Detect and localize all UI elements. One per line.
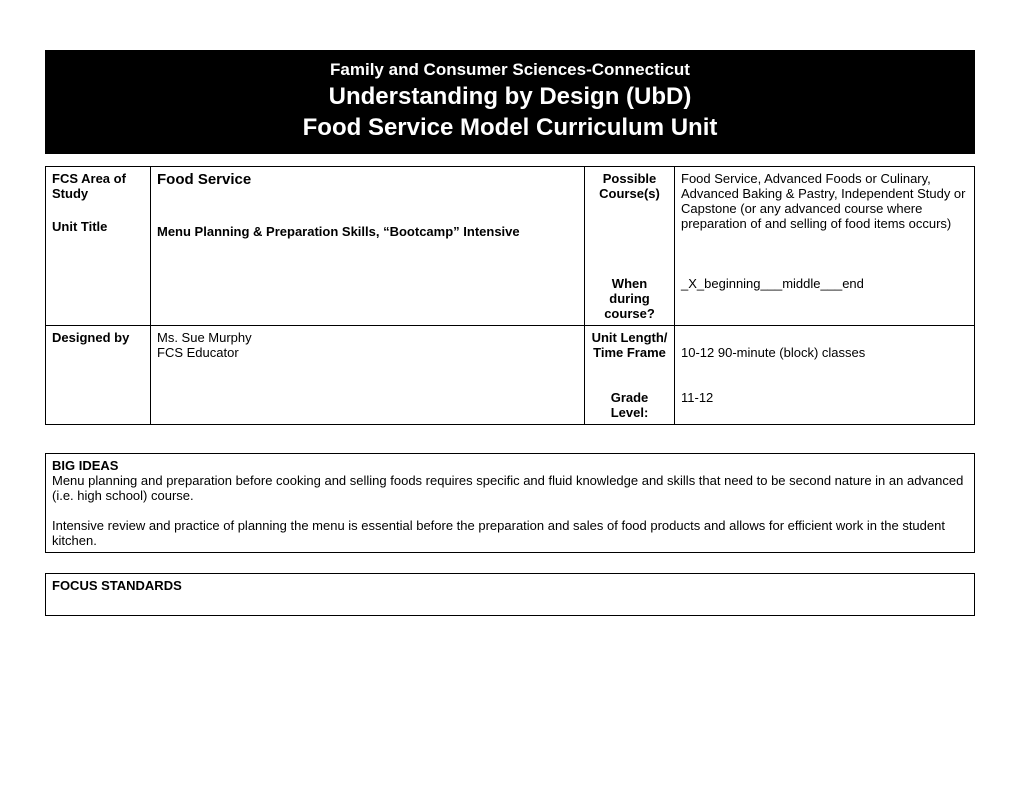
big-ideas-box: BIG IDEAS Menu planning and preparation … bbox=[45, 453, 975, 553]
when-label: When during course? bbox=[591, 276, 668, 321]
mid-label-cell: Possible Course(s) When during course? bbox=[585, 167, 675, 326]
big-ideas-para1: Menu planning and preparation before coo… bbox=[52, 473, 968, 503]
designed-by-label: Designed by bbox=[52, 330, 144, 345]
header-banner: Family and Consumer Sciences-Connecticut… bbox=[45, 50, 975, 154]
header-subtitle: Family and Consumer Sciences-Connecticut bbox=[46, 59, 974, 81]
area-label: FCS Area of Study bbox=[52, 171, 144, 201]
when-value: _X_beginning___middle___end bbox=[681, 276, 968, 291]
table-row: FCS Area of Study Unit Title Food Servic… bbox=[46, 167, 975, 326]
header-unit-title: Food Service Model Curriculum Unit bbox=[46, 112, 974, 143]
mid-label-cell2: Unit Length/ Time Frame Grade Level: bbox=[585, 326, 675, 425]
designed-by-value-cell: Ms. Sue Murphy FCS Educator bbox=[151, 326, 585, 425]
unit-title-label: Unit Title bbox=[52, 219, 144, 234]
grade-value: 11-12 bbox=[681, 390, 968, 405]
area-label-cell: FCS Area of Study Unit Title bbox=[46, 167, 151, 326]
designed-by-value1: Ms. Sue Murphy bbox=[157, 330, 578, 345]
right-value-cell2: 10-12 90-minute (block) classes 11-12 bbox=[675, 326, 975, 425]
unit-length-label: Unit Length/ Time Frame bbox=[591, 330, 668, 360]
designed-by-label-cell: Designed by bbox=[46, 326, 151, 425]
focus-standards-box: FOCUS STANDARDS bbox=[45, 573, 975, 616]
right-value-cell: Food Service, Advanced Foods or Culinary… bbox=[675, 167, 975, 326]
table-row: Designed by Ms. Sue Murphy FCS Educator … bbox=[46, 326, 975, 425]
area-value: Food Service bbox=[157, 171, 578, 188]
unit-title-value: Menu Planning & Preparation Skills, “Boo… bbox=[157, 224, 578, 239]
designed-by-value2: FCS Educator bbox=[157, 345, 578, 360]
header-title: Understanding by Design (UbD) bbox=[46, 81, 974, 112]
big-ideas-title: BIG IDEAS bbox=[52, 458, 968, 473]
possible-courses-label: Possible Course(s) bbox=[591, 171, 668, 201]
big-ideas-para2: Intensive review and practice of plannin… bbox=[52, 518, 968, 548]
possible-courses-value: Food Service, Advanced Foods or Culinary… bbox=[681, 171, 968, 231]
info-table: FCS Area of Study Unit Title Food Servic… bbox=[45, 166, 975, 425]
focus-standards-title: FOCUS STANDARDS bbox=[52, 578, 968, 593]
area-value-cell: Food Service Menu Planning & Preparation… bbox=[151, 167, 585, 326]
unit-length-value: 10-12 90-minute (block) classes bbox=[681, 345, 968, 360]
grade-label: Grade Level: bbox=[591, 390, 668, 420]
